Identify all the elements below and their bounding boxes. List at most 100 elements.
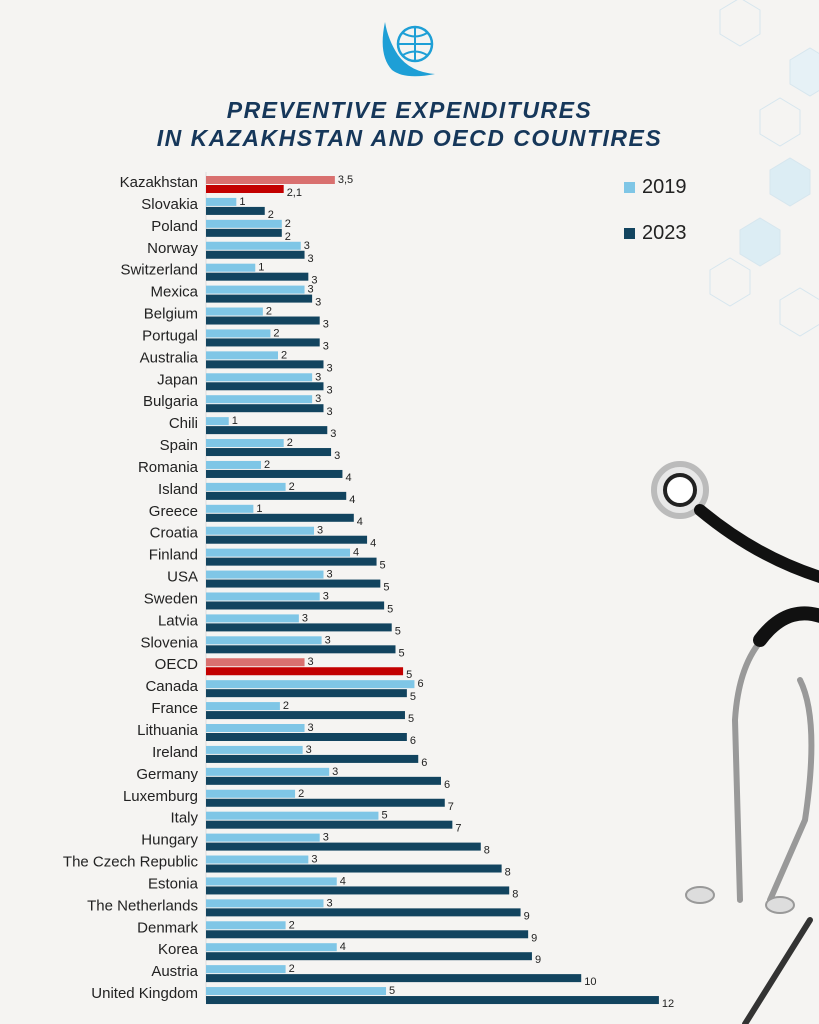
bar-2023: [206, 448, 332, 457]
category-label: OECD: [155, 656, 199, 673]
data-label-2023: 3: [315, 297, 321, 309]
data-label-2023: 10: [584, 976, 596, 988]
chart-title: PREVENTIVE EXPENDITURES IN KAZAKHSTAN AN…: [0, 96, 819, 152]
data-label-2023: 3: [326, 362, 332, 374]
category-label: Norway: [147, 240, 198, 257]
data-label-2019: 3: [323, 590, 329, 602]
category-label: Spain: [160, 437, 198, 454]
category-label: Croatia: [150, 525, 199, 542]
bar-2019: [206, 745, 303, 754]
bar-2019: [206, 395, 313, 404]
bar-2023: [206, 228, 282, 237]
bar-2019: [206, 570, 324, 579]
data-label-2023: 8: [505, 867, 511, 879]
data-label-2019: 3: [326, 897, 332, 909]
category-label: Mexica: [150, 284, 198, 301]
data-label-2019: 3: [315, 371, 321, 383]
legend-label-2019: 2019: [642, 176, 687, 198]
bar-2023: [206, 842, 481, 851]
category-label: Ireland: [152, 744, 198, 761]
category-label: Germany: [136, 766, 198, 783]
data-label-2023: 5: [410, 691, 416, 703]
bar-2023: [206, 667, 404, 676]
data-label-2019: 1: [258, 262, 264, 274]
bar-2019: [206, 921, 286, 930]
category-label: Island: [158, 481, 198, 498]
bar-2023: [206, 689, 407, 698]
bar-2023: [206, 645, 396, 654]
category-label: Lithuania: [137, 722, 199, 739]
data-label-2019: 2: [266, 306, 272, 318]
data-label-2023: 7: [448, 801, 454, 813]
data-label-2019: 3: [308, 722, 314, 734]
data-label-2023: 4: [357, 516, 363, 528]
bar-2023: [206, 952, 532, 961]
category-label: Slovakia: [141, 196, 198, 213]
data-label-2023: 4: [370, 538, 376, 550]
bar-2023: [206, 404, 324, 413]
data-label-2019: 2: [281, 349, 287, 361]
data-label-2019: 4: [340, 875, 346, 887]
bar-2019: [206, 702, 280, 711]
category-label: Luxemburg: [123, 788, 198, 805]
data-label-2019: 2: [283, 700, 289, 712]
logo-eagle-globe-icon: [382, 22, 435, 77]
data-label-2019: 3: [325, 634, 331, 646]
data-label-2019: 3: [308, 284, 314, 296]
category-label: Austria: [151, 963, 198, 980]
bar-2019: [206, 307, 263, 316]
bar-2023: [206, 974, 582, 983]
data-label-2019: 5: [389, 985, 395, 997]
title-line-2: IN KAZAKHSTAN AND OECD COUNTIRES: [156, 125, 663, 151]
bar-2019: [206, 263, 256, 272]
data-label-2019: 3: [304, 240, 310, 252]
category-label: Greece: [149, 503, 198, 520]
bar-2019: [206, 592, 320, 601]
data-label-2023: 5: [383, 582, 389, 594]
bar-2019: [206, 789, 296, 798]
data-label-2019: 5: [381, 810, 387, 822]
bar-2023: [206, 185, 284, 193]
bar-2019: [206, 460, 261, 469]
bar-2023: [206, 623, 392, 632]
category-label: Poland: [151, 218, 198, 235]
data-label-2023: 5: [399, 647, 405, 659]
data-label-2019: 3: [311, 854, 317, 866]
bar-2023: [206, 535, 368, 544]
category-label: Slovenia: [140, 634, 198, 651]
category-label: Switzerland: [120, 262, 198, 279]
category-label: Denmark: [137, 919, 198, 936]
bar-2019: [206, 329, 271, 338]
bar-2023: [206, 294, 313, 303]
data-label-2023: 5: [408, 713, 414, 725]
data-label-2023: 8: [512, 888, 518, 900]
bar-2019: [206, 504, 254, 513]
bar-2023: [206, 469, 343, 478]
bar-2019: [206, 176, 335, 184]
data-label-2019: 3: [308, 656, 314, 668]
data-label-2019: 1: [256, 503, 262, 515]
bar-2023: [206, 996, 659, 1005]
bar-2023: [206, 250, 305, 259]
bar-2023: [206, 360, 324, 369]
bar-2019: [206, 680, 415, 689]
data-label-2019: 3: [332, 766, 338, 778]
bar-2019: [206, 833, 320, 842]
data-label-2019: 2: [289, 481, 295, 493]
category-label: Estonia: [148, 875, 199, 892]
bar-2023: [206, 579, 381, 588]
data-label-2023: 6: [444, 779, 450, 791]
bar-2023: [206, 711, 405, 720]
data-label-2019: 2: [289, 963, 295, 975]
bar-2019: [206, 373, 313, 382]
data-label-2023: 5: [380, 560, 386, 572]
bar-2023: [206, 491, 347, 500]
category-label: Belgium: [144, 306, 198, 323]
data-label-2023: 3: [330, 428, 336, 440]
data-label-2019: 3: [315, 393, 321, 405]
bar-2023: [206, 601, 385, 610]
bar-2019: [206, 417, 229, 426]
category-label: Finland: [149, 547, 198, 564]
data-label-2023: 4: [345, 472, 351, 484]
